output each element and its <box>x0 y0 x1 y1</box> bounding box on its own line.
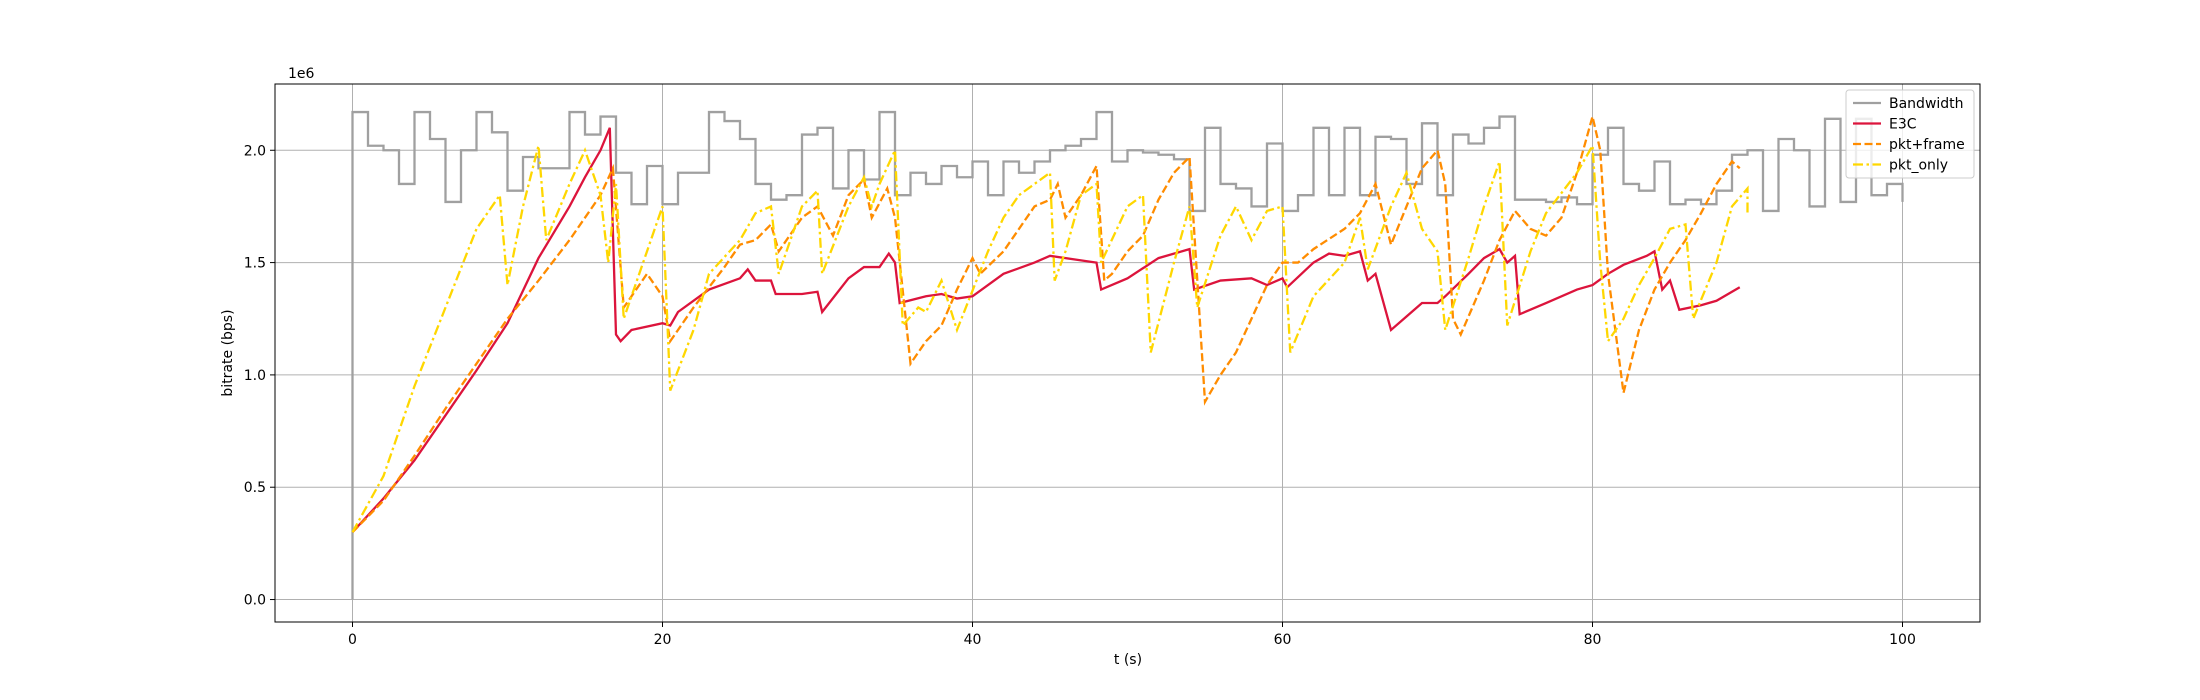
y-offset-label: 1e6 <box>288 66 315 82</box>
x-tick-label: 100 <box>1889 632 1916 648</box>
y-tick-label: 0.0 <box>244 593 266 609</box>
y-tick-label: 2.0 <box>244 143 266 159</box>
series-line <box>351 127 1741 533</box>
y-tick-label: 1.0 <box>244 368 266 384</box>
series-line <box>351 110 1904 600</box>
plot-frame <box>274 83 1981 623</box>
x-tick-label: 60 <box>1274 632 1292 648</box>
series-line <box>351 141 1749 533</box>
x-tick-label: 80 <box>1584 632 1602 648</box>
x-tick-label: 0 <box>348 632 357 648</box>
series-line <box>351 116 1741 533</box>
x-tick-label: 20 <box>654 632 672 648</box>
y-tick-label: 0.5 <box>244 480 266 496</box>
y-tick-label: 1.5 <box>244 256 266 272</box>
x-axis-label: t (s) <box>1114 652 1142 668</box>
legend-label: pkt+frame <box>1889 137 1965 153</box>
x-tick-label: 40 <box>964 632 982 648</box>
y-axis-label: bitrate (bps) <box>220 309 236 396</box>
legend-label: Bandwidth <box>1889 96 1964 112</box>
legend-label: E3C <box>1889 117 1917 133</box>
legend-box <box>1845 89 1975 179</box>
legend-label: pkt_only <box>1889 158 1948 174</box>
